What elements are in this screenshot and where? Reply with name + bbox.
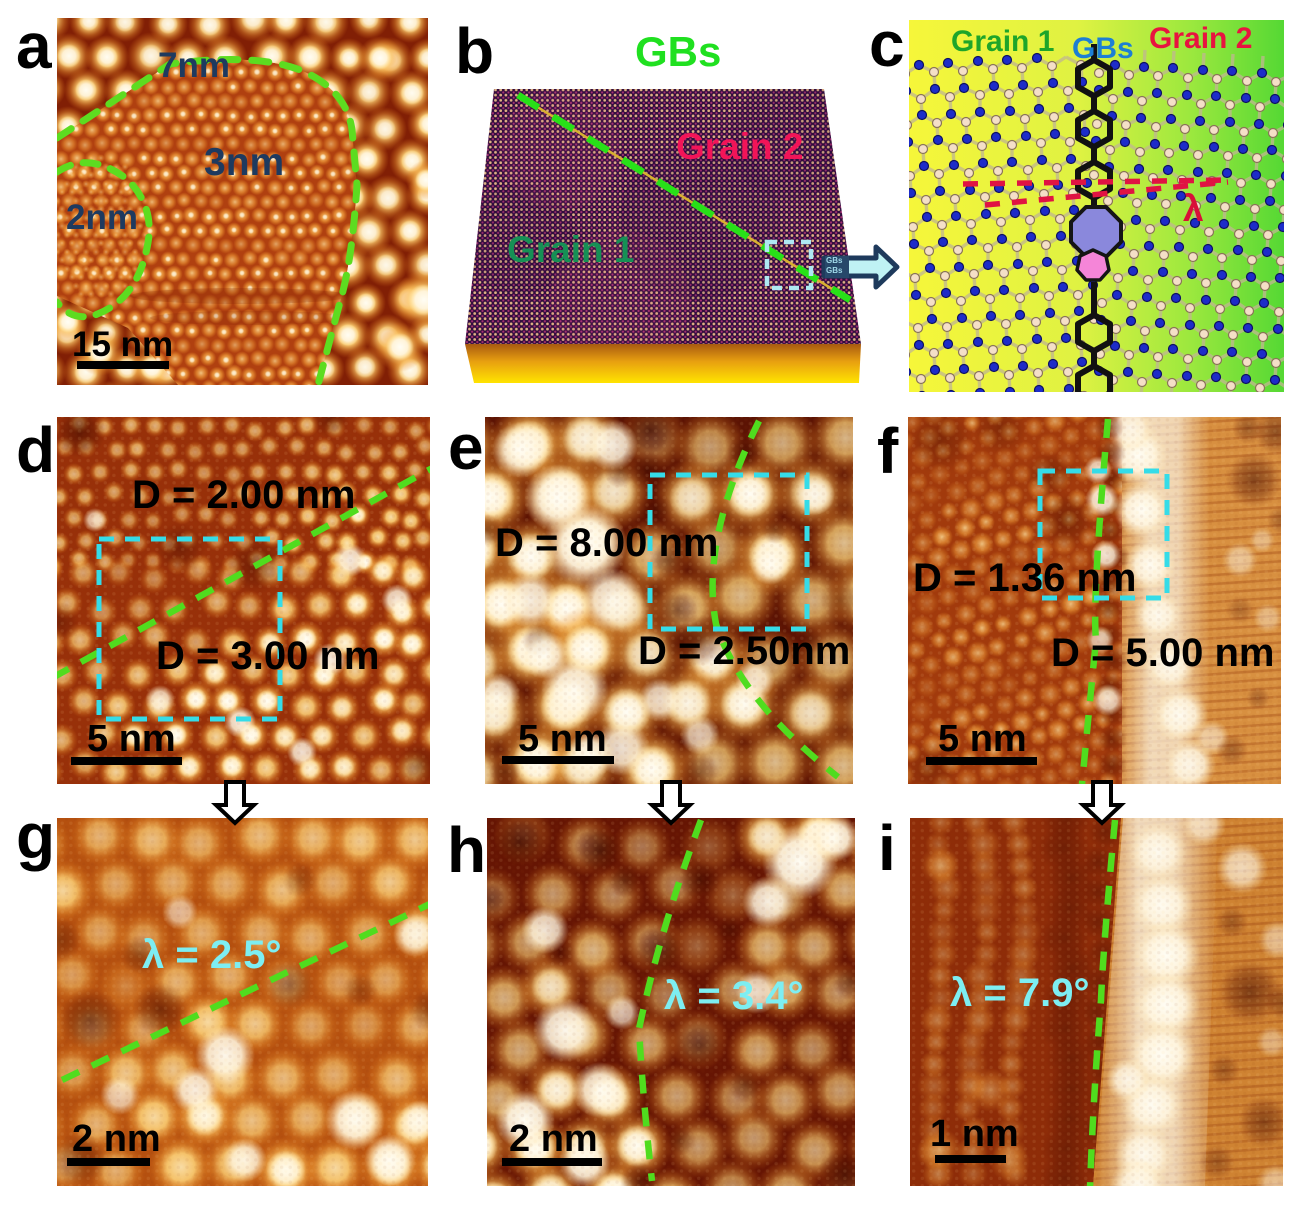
svg-text:λ = 3.4°: λ = 3.4° bbox=[664, 974, 803, 1018]
svg-text:GBs: GBs bbox=[826, 256, 843, 265]
svg-text:2 nm: 2 nm bbox=[72, 1118, 161, 1160]
svg-text:b: b bbox=[455, 15, 494, 87]
svg-text:i: i bbox=[878, 812, 896, 884]
svg-text:D = 1.36 nm: D = 1.36 nm bbox=[913, 556, 1136, 600]
svg-text:g: g bbox=[16, 800, 55, 872]
svg-text:5 nm: 5 nm bbox=[518, 718, 607, 760]
svg-text:D = 2.50nm: D = 2.50nm bbox=[638, 629, 850, 673]
svg-text:e: e bbox=[448, 411, 484, 483]
svg-text:D = 5.00 nm: D = 5.00 nm bbox=[1051, 631, 1274, 675]
svg-text:2nm: 2nm bbox=[66, 198, 138, 237]
svg-text:7nm: 7nm bbox=[158, 46, 230, 85]
svg-text:λ: λ bbox=[1183, 188, 1204, 229]
svg-text:2 nm: 2 nm bbox=[509, 1118, 598, 1160]
svg-text:GBs: GBs bbox=[826, 266, 843, 275]
svg-text:GBs: GBs bbox=[635, 28, 721, 75]
svg-text:5 nm: 5 nm bbox=[87, 718, 176, 760]
svg-text:λ = 2.5°: λ = 2.5° bbox=[142, 933, 281, 977]
svg-text:D = 8.00 nm: D = 8.00 nm bbox=[495, 521, 718, 565]
svg-text:5 nm: 5 nm bbox=[938, 718, 1027, 760]
svg-text:D = 3.00 nm: D = 3.00 nm bbox=[156, 634, 379, 678]
svg-text:Grain 1: Grain 1 bbox=[951, 25, 1054, 58]
svg-text:3nm: 3nm bbox=[204, 141, 284, 184]
svg-text:Grain 2: Grain 2 bbox=[676, 126, 804, 167]
svg-text:d: d bbox=[16, 414, 55, 486]
svg-text:h: h bbox=[447, 814, 486, 886]
svg-text:a: a bbox=[16, 10, 52, 82]
svg-text:c: c bbox=[869, 8, 905, 80]
svg-text:D = 2.00 nm: D = 2.00 nm bbox=[132, 473, 355, 517]
svg-text:f: f bbox=[877, 415, 899, 487]
svg-text:15 nm: 15 nm bbox=[72, 325, 173, 364]
svg-text:GBs: GBs bbox=[1072, 32, 1134, 65]
svg-text:λ = 7.9°: λ = 7.9° bbox=[950, 971, 1089, 1015]
svg-text:1 nm: 1 nm bbox=[930, 1113, 1019, 1155]
svg-text:Grain 1: Grain 1 bbox=[507, 229, 635, 270]
svg-text:Grain 2: Grain 2 bbox=[1149, 22, 1252, 55]
